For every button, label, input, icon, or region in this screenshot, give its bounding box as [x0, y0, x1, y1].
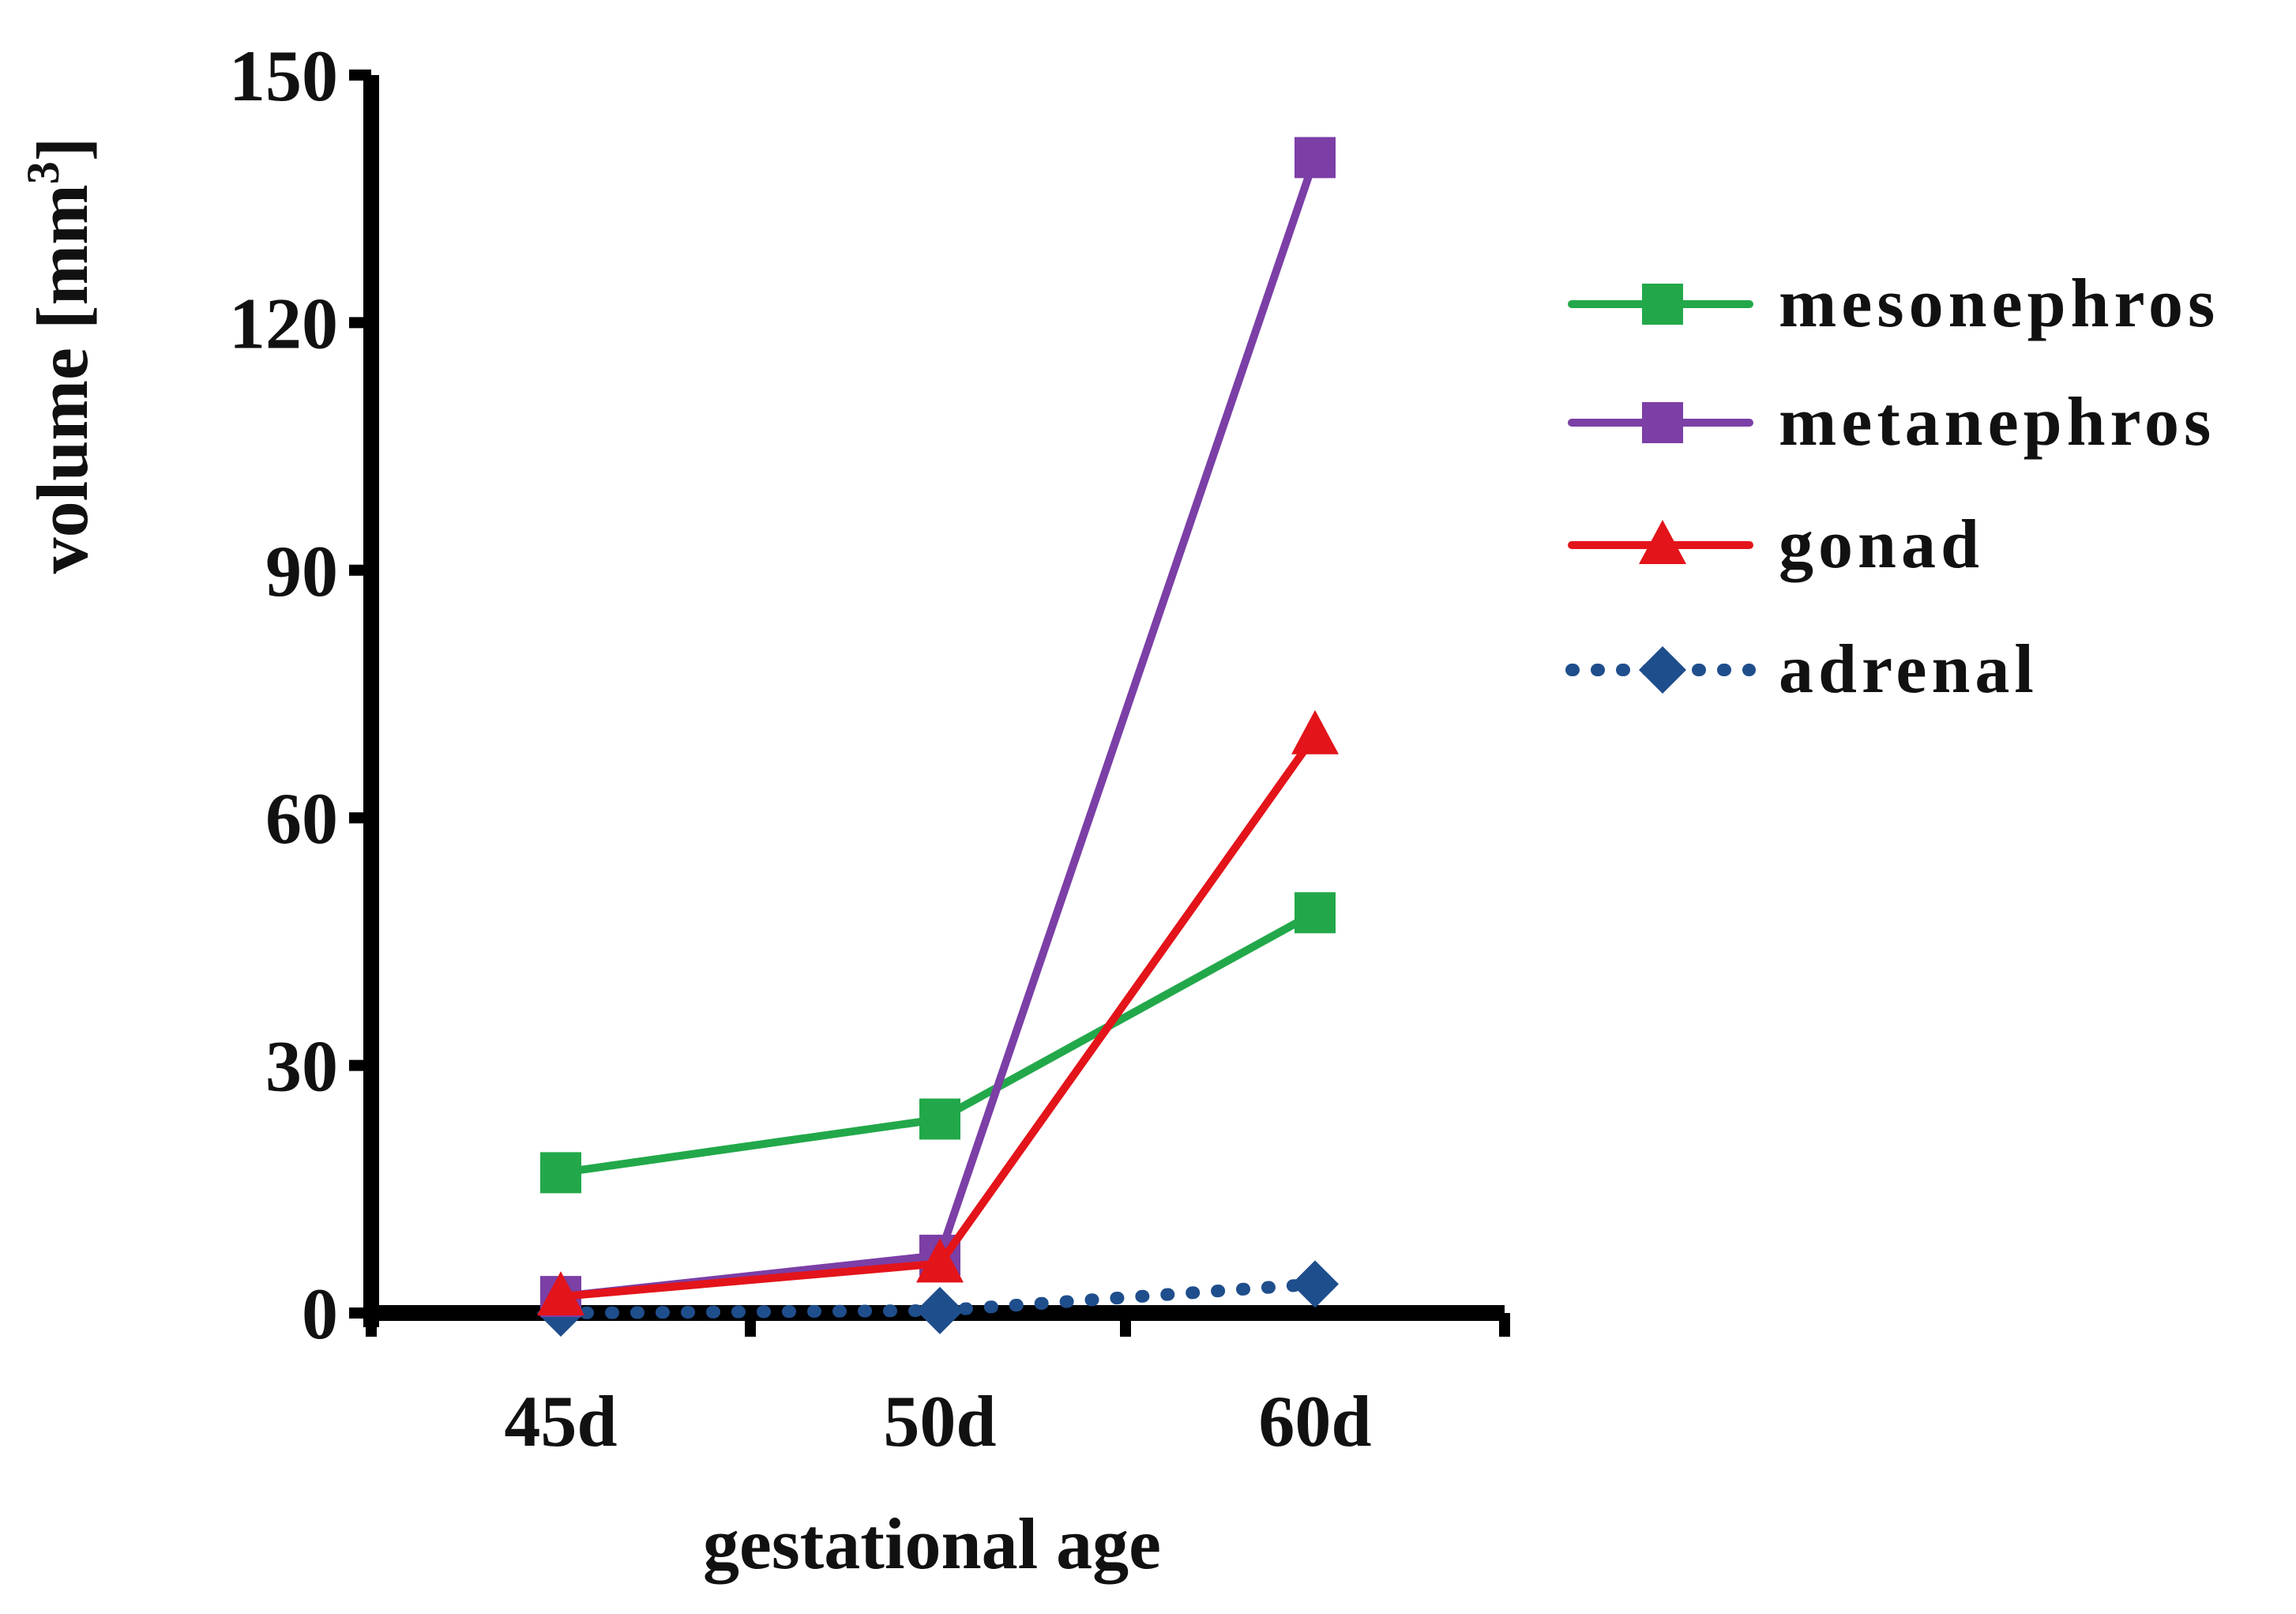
y-axis-title-superscript: 3: [17, 161, 69, 184]
series-line-gonad: [557, 731, 1319, 1301]
y-tick-label: 0: [302, 1274, 338, 1354]
y-tick-label: 120: [229, 283, 338, 363]
data-point-triangle: [916, 1238, 964, 1283]
legend-label-gonad: gonad: [1779, 506, 1984, 583]
data-point-square: [540, 1152, 581, 1194]
data-point-triangle: [1291, 709, 1339, 754]
y-tick-label: 60: [265, 778, 338, 859]
data-point-square: [1642, 284, 1683, 325]
series-layer: [537, 137, 1339, 1337]
x-tick-label: 45d: [504, 1381, 617, 1462]
legend-label-metanephros: metanephros: [1779, 384, 2215, 461]
data-point-square: [1295, 892, 1336, 934]
data-point-square: [1295, 137, 1336, 179]
y-axis-title-main: volume [mm: [22, 184, 103, 574]
data-point-square: [1642, 402, 1683, 443]
data-point-triangle: [537, 1271, 584, 1316]
legend-label-adrenal: adrenal: [1779, 631, 2039, 708]
x-axis-title: gestational age: [703, 1503, 1161, 1584]
data-point-triangle: [1639, 520, 1686, 564]
data-point-diamond: [1291, 1260, 1339, 1308]
y-tick-label: 30: [265, 1026, 338, 1107]
x-tick-label: 50d: [883, 1381, 996, 1462]
y-axis-title-close: ]: [22, 137, 103, 162]
y-axis-title: volume [mm3]: [17, 137, 103, 574]
y-tick-label: 90: [265, 531, 338, 611]
y-tick-label: 150: [229, 36, 338, 116]
x-tick-label: 60d: [1258, 1381, 1371, 1462]
data-point-square: [919, 1098, 960, 1140]
legend-label-mesonephros: mesonephros: [1779, 265, 2219, 342]
data-point-diamond: [1639, 646, 1686, 694]
legend: mesonephros metanephros gonad adrenal: [1565, 265, 2219, 708]
data-point-diamond: [916, 1286, 964, 1334]
